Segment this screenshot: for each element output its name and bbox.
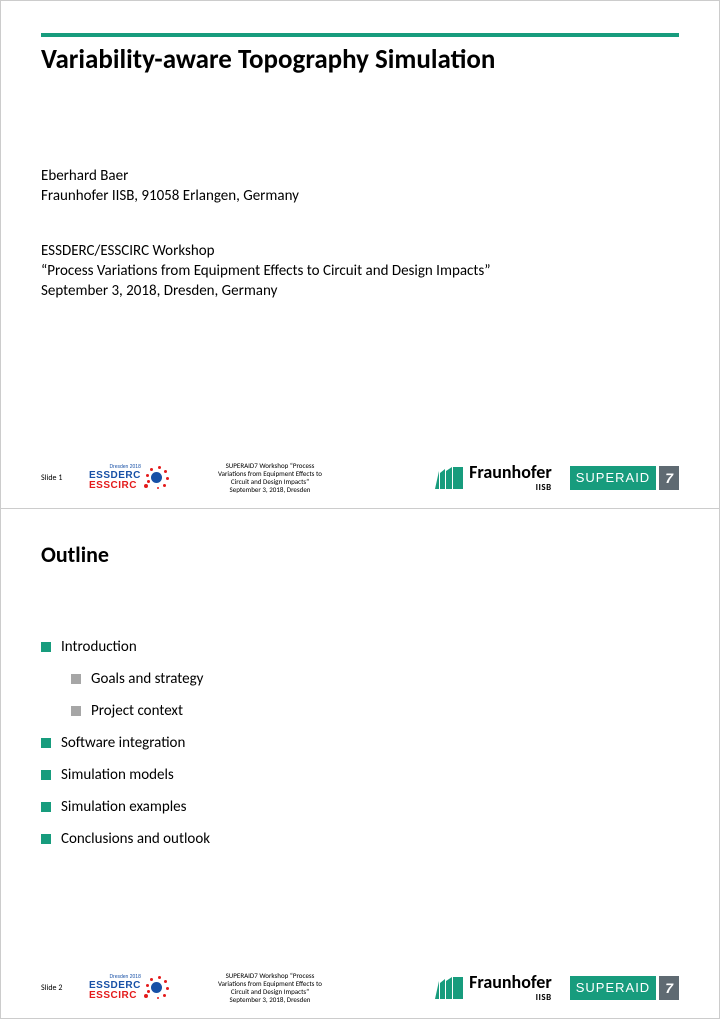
outline-sublist: Goals and strategy Project context xyxy=(41,670,679,720)
outline-subitem: Project context xyxy=(71,702,679,720)
slide-2: Outline Introduction Goals and strategy … xyxy=(0,509,720,1019)
slide-1-footer: Slide 1 Dresden 2018 ESSDERC ESSCIRC xyxy=(1,454,719,508)
bullet-square-icon xyxy=(41,738,51,748)
bullet-square-icon xyxy=(41,642,51,652)
event-line-2: “Process Variations from Equipment Effec… xyxy=(41,261,679,281)
superaid-number: 7 xyxy=(659,976,679,1000)
essderc-logo-text: Dresden 2018 ESSDERC ESSCIRC xyxy=(89,465,141,491)
bullet-square-grey-icon xyxy=(71,674,81,684)
slide-1-content: Variability-aware Topography Simulation … xyxy=(1,1,719,454)
conf-line-4: September 3, 2018, Dresden xyxy=(205,996,335,1004)
outline-item: Introduction xyxy=(41,638,679,656)
outline-item-label: Software integration xyxy=(61,734,185,752)
outline-subitem: Goals and strategy xyxy=(71,670,679,688)
essderc-logo: Dresden 2018 ESSDERC ESSCIRC xyxy=(89,465,199,491)
fraunhofer-logo-text: Fraunhofer IISB xyxy=(469,973,552,1003)
essderc-logo: Dresden 2018 ESSDERC ESSCIRC xyxy=(89,975,199,1001)
event-line-3: September 3, 2018, Dresden, Germany xyxy=(41,281,679,301)
superaid-logo: SUPERAID 7 xyxy=(570,976,679,1000)
slide-2-title: Outline xyxy=(41,541,679,568)
outline-item-label: Conclusions and outlook xyxy=(61,830,210,848)
bullet-square-icon xyxy=(41,834,51,844)
outline-item-label: Simulation models xyxy=(61,766,174,784)
author-block: Eberhard Baer Fraunhofer IISB, 91058 Erl… xyxy=(41,166,679,207)
outline-item-label: Simulation examples xyxy=(61,798,187,816)
fraunhofer-bars-icon xyxy=(435,467,463,489)
essderc-dots-icon xyxy=(144,466,170,490)
event-line-1: ESSDERC/ESSCIRC Workshop xyxy=(41,241,679,261)
fraunhofer-sub: IISB xyxy=(536,992,552,1003)
slide-2-footer: Slide 2 Dresden 2018 ESSDERC ESSCIRC xyxy=(1,964,719,1018)
outline-item: Software integration xyxy=(41,734,679,752)
superaid-word: SUPERAID xyxy=(570,976,656,1000)
superaid-word: SUPERAID xyxy=(570,466,656,490)
outline-item-label: Project context xyxy=(91,702,183,720)
footer-conference-note: SUPERAID7 Workshop “Process Variations f… xyxy=(205,972,335,1004)
essderc-word-bottom: ESSCIRC xyxy=(89,481,141,491)
slide-2-content: Outline Introduction Goals and strategy … xyxy=(1,509,719,964)
outline-item: Simulation models xyxy=(41,766,679,784)
fraunhofer-logo: Fraunhofer IISB xyxy=(435,463,552,493)
slide-number: Slide 1 xyxy=(41,473,89,483)
outline-item: Conclusions and outlook xyxy=(41,830,679,848)
outline-item-label: Introduction xyxy=(61,638,137,656)
fraunhofer-logo-text: Fraunhofer IISB xyxy=(469,463,552,493)
event-block: ESSDERC/ESSCIRC Workshop “Process Variat… xyxy=(41,241,679,302)
essderc-logo-text: Dresden 2018 ESSDERC ESSCIRC xyxy=(89,975,141,1001)
bullet-square-grey-icon xyxy=(71,706,81,716)
bullet-square-icon xyxy=(41,770,51,780)
superaid-number: 7 xyxy=(659,466,679,490)
outline-item-label: Goals and strategy xyxy=(91,670,203,688)
essderc-dots-icon xyxy=(144,976,170,1000)
fraunhofer-bars-icon xyxy=(435,977,463,999)
fraunhofer-word: Fraunhofer xyxy=(469,973,552,991)
superaid-logo: SUPERAID 7 xyxy=(570,466,679,490)
outline-item: Simulation examples xyxy=(41,798,679,816)
conf-line-4: September 3, 2018, Dresden xyxy=(205,486,335,494)
slide-title: Variability-aware Topography Simulation xyxy=(41,43,679,76)
footer-conference-note: SUPERAID7 Workshop “Process Variations f… xyxy=(205,462,335,494)
slide-number: Slide 2 xyxy=(41,983,89,993)
slide-1: Variability-aware Topography Simulation … xyxy=(0,0,720,509)
outline-list: Introduction Goals and strategy Project … xyxy=(41,638,679,848)
essderc-word-bottom: ESSCIRC xyxy=(89,991,141,1001)
bullet-square-icon xyxy=(41,802,51,812)
fraunhofer-word: Fraunhofer xyxy=(469,463,552,481)
author-name: Eberhard Baer xyxy=(41,166,679,186)
fraunhofer-logo: Fraunhofer IISB xyxy=(435,973,552,1003)
fraunhofer-sub: IISB xyxy=(536,482,552,493)
title-rule xyxy=(41,33,679,37)
author-affiliation: Fraunhofer IISB, 91058 Erlangen, Germany xyxy=(41,186,679,206)
